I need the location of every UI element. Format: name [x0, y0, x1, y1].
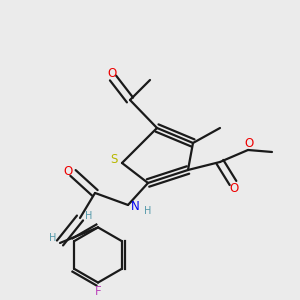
- Text: S: S: [110, 154, 117, 166]
- Text: O: O: [63, 165, 72, 178]
- Text: O: O: [107, 67, 116, 80]
- Text: F: F: [95, 285, 101, 298]
- Text: N: N: [131, 200, 140, 213]
- Text: O: O: [230, 182, 239, 195]
- Text: H: H: [49, 232, 56, 243]
- Text: O: O: [245, 137, 254, 151]
- Text: H: H: [144, 206, 151, 216]
- Text: H: H: [85, 212, 92, 221]
